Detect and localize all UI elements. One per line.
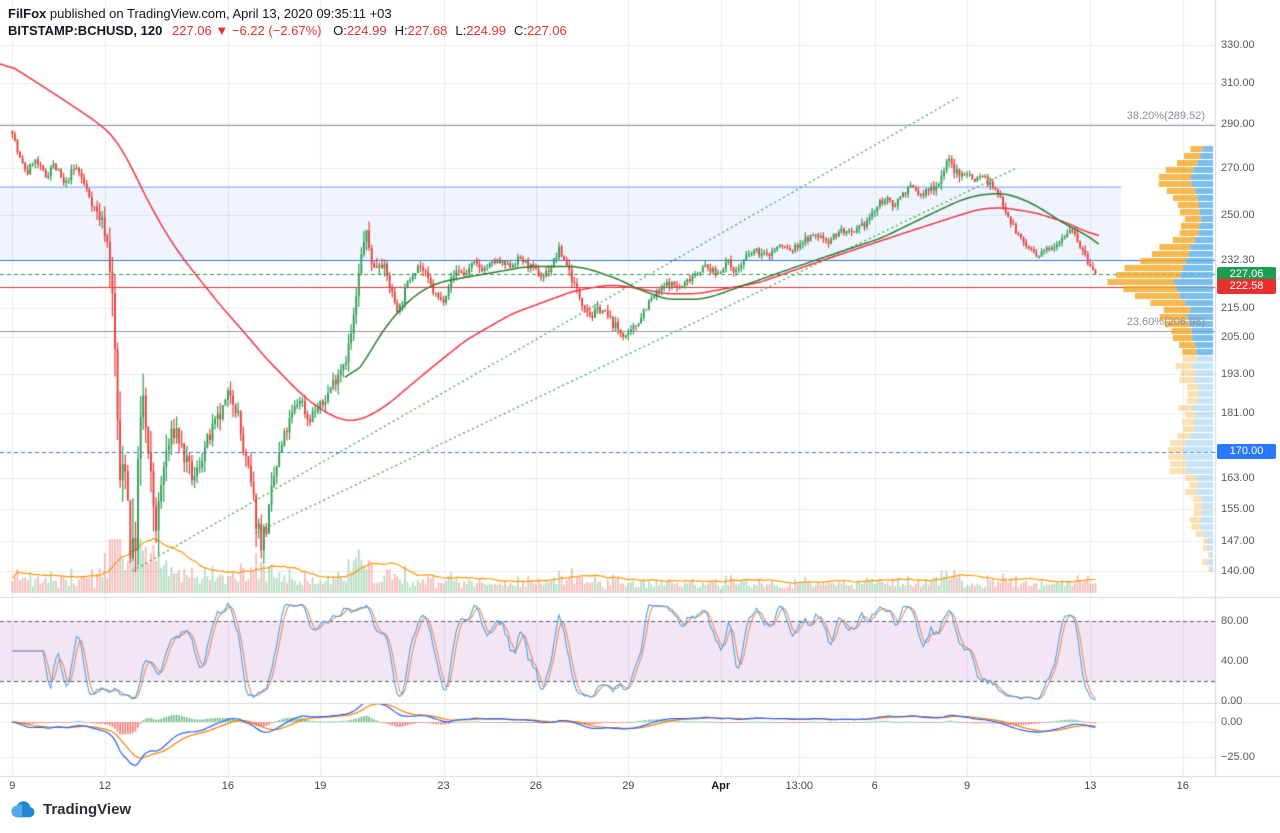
tradingview-brand: TradingView [43,801,132,818]
tradingview-attribution[interactable]: TradingView [10,801,131,818]
time-axis-label: 13:00 [785,780,814,792]
time-axis-label: 12 [98,780,111,792]
time-axis-label: 16 [1176,780,1189,792]
symbol-status-line: BITSTAMP:BCHUSD, 120 227.06 ▼ −6.22 (−2.… [8,23,567,38]
price-axis-label: 290.00 [1221,118,1255,131]
time-axis-label: 6 [871,780,878,792]
publish-byline: FilFox published on TradingView.com, Apr… [8,6,392,21]
price-axis-label: 193.00 [1221,368,1255,381]
ohlc-item: O:224.99 [333,23,387,38]
price-axis-label: 181.00 [1221,407,1255,420]
price-axis-label: 163.00 [1221,471,1255,484]
price-axis-label: 147.00 [1221,535,1255,548]
time-axis-label: 13 [1084,780,1097,792]
time-axis-label: 9 [9,780,16,792]
price-axis-label: 215.00 [1221,301,1255,314]
ohlc-item: L:224.99 [455,23,506,38]
macd-axis-label: −25.00 [1221,751,1255,763]
macd-axis-label: 0.00 [1221,716,1243,728]
tradingview-cloud-icon [11,801,35,818]
price-axis-label: 155.00 [1221,502,1255,515]
price-axis-label: 140.00 [1221,564,1255,577]
ohlc-values: O:224.99 H:227.68 L:224.99 C:227.06 [325,23,567,38]
fib-level-label: 38.20%(289.52) [1126,110,1205,123]
time-axis-label: 29 [622,780,635,792]
ohlc-item: H:227.68 [394,23,448,38]
price-axis-label: 310.00 [1221,77,1255,90]
price-axis-label: 205.00 [1221,331,1255,344]
price-axis-label: 330.00 [1221,39,1255,52]
time-axis-label: 19 [314,780,327,792]
fib-level-label: 23.60%(206.98) [1126,316,1205,329]
last-price: 227.06 [171,23,212,38]
stoch-axis-label: 0.00 [1221,695,1243,707]
symbol-title[interactable]: BITSTAMP:BCHUSD, 120 [8,23,163,38]
time-axis-label: 26 [529,780,543,792]
time-axis-label: 16 [221,780,235,792]
stoch-axis-label: 80.00 [1221,615,1249,627]
ohlc-item: C:227.06 [513,23,567,38]
price-axis-label: 232.30 [1221,254,1255,267]
time-axis-label: Apr [711,780,731,792]
price-axis-label: 270.00 [1221,162,1255,175]
price-level-badge: 222.58 [1217,279,1276,295]
author-name[interactable]: FilFox [8,6,47,21]
change-arrow-icon: ▼ [215,23,229,38]
stoch-axis-label: 40.00 [1221,655,1249,667]
price-level-badge: 227.06 [1217,266,1276,282]
time-axis-label: 23 [437,780,450,792]
price-change: −6.22 (−2.67%) [231,23,322,38]
time-axis-label: 9 [964,780,971,792]
price-axis-label: 250.00 [1221,209,1255,222]
byline-text: published on TradingView.com, April 13, … [46,6,392,21]
price-level-badge: 170.00 [1217,444,1276,460]
